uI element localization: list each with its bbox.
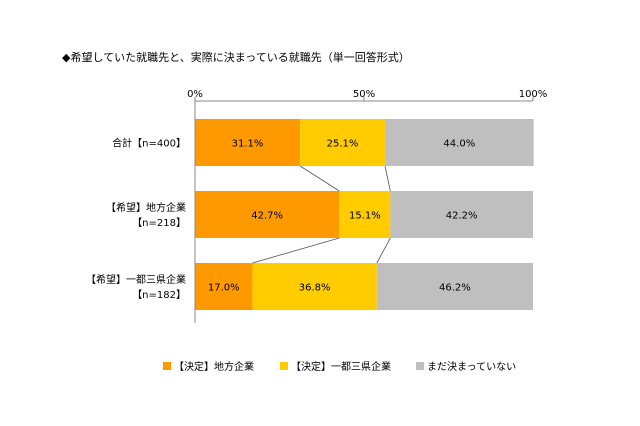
legend-item: まだ決まっていない (416, 358, 516, 373)
legend-label: 【決定】一都三県企業 (291, 362, 391, 373)
connector-line (252, 237, 340, 264)
bar-segment (195, 191, 340, 238)
bar-segment (195, 119, 301, 166)
category-label: 【希望】一都三県企業 (86, 273, 186, 286)
category-label: 合計【n=400】 (112, 137, 186, 150)
data-label: 44.0% (443, 139, 475, 150)
x-tick-label: 0% (187, 89, 203, 100)
data-label: 36.8% (299, 283, 331, 294)
data-label: 31.1% (232, 139, 264, 150)
legend-item: 【決定】地方企業 (163, 358, 254, 373)
legend-swatch (163, 361, 171, 370)
x-tick-label: 100% (519, 89, 548, 100)
category-label: 【n=182】 (132, 289, 186, 301)
legend-label: 【決定】地方企業 (174, 362, 254, 373)
legend-item: 【決定】一都三県企業 (280, 358, 391, 373)
category-label: 【n=218】 (132, 217, 186, 229)
data-label: 17.0% (208, 283, 240, 294)
category-label: 【希望】地方企業 (106, 201, 186, 214)
connector-line (384, 165, 391, 192)
legend-swatch (280, 361, 288, 370)
bar-segment (195, 263, 253, 310)
legend-label: まだ決まっていない (427, 362, 517, 373)
bar-segment (384, 119, 534, 166)
data-label: 42.2% (446, 211, 478, 222)
connector-line (299, 165, 340, 192)
bar-segment (300, 119, 385, 166)
legend-swatch (416, 361, 424, 370)
data-label: 42.7% (251, 211, 283, 222)
bar-segment (339, 191, 391, 238)
bar-segment (252, 263, 377, 310)
x-tick-label: 50% (353, 89, 375, 100)
data-label: 15.1% (349, 211, 381, 222)
data-label: 25.1% (327, 139, 359, 150)
data-label: 46.2% (439, 283, 471, 294)
connector-line (376, 237, 391, 264)
bar-segment (390, 191, 533, 238)
bar-segment (376, 263, 533, 310)
chart-title: ◆希望していた就職先と、実際に決まっている就職先（単一回答形式） (62, 51, 410, 64)
